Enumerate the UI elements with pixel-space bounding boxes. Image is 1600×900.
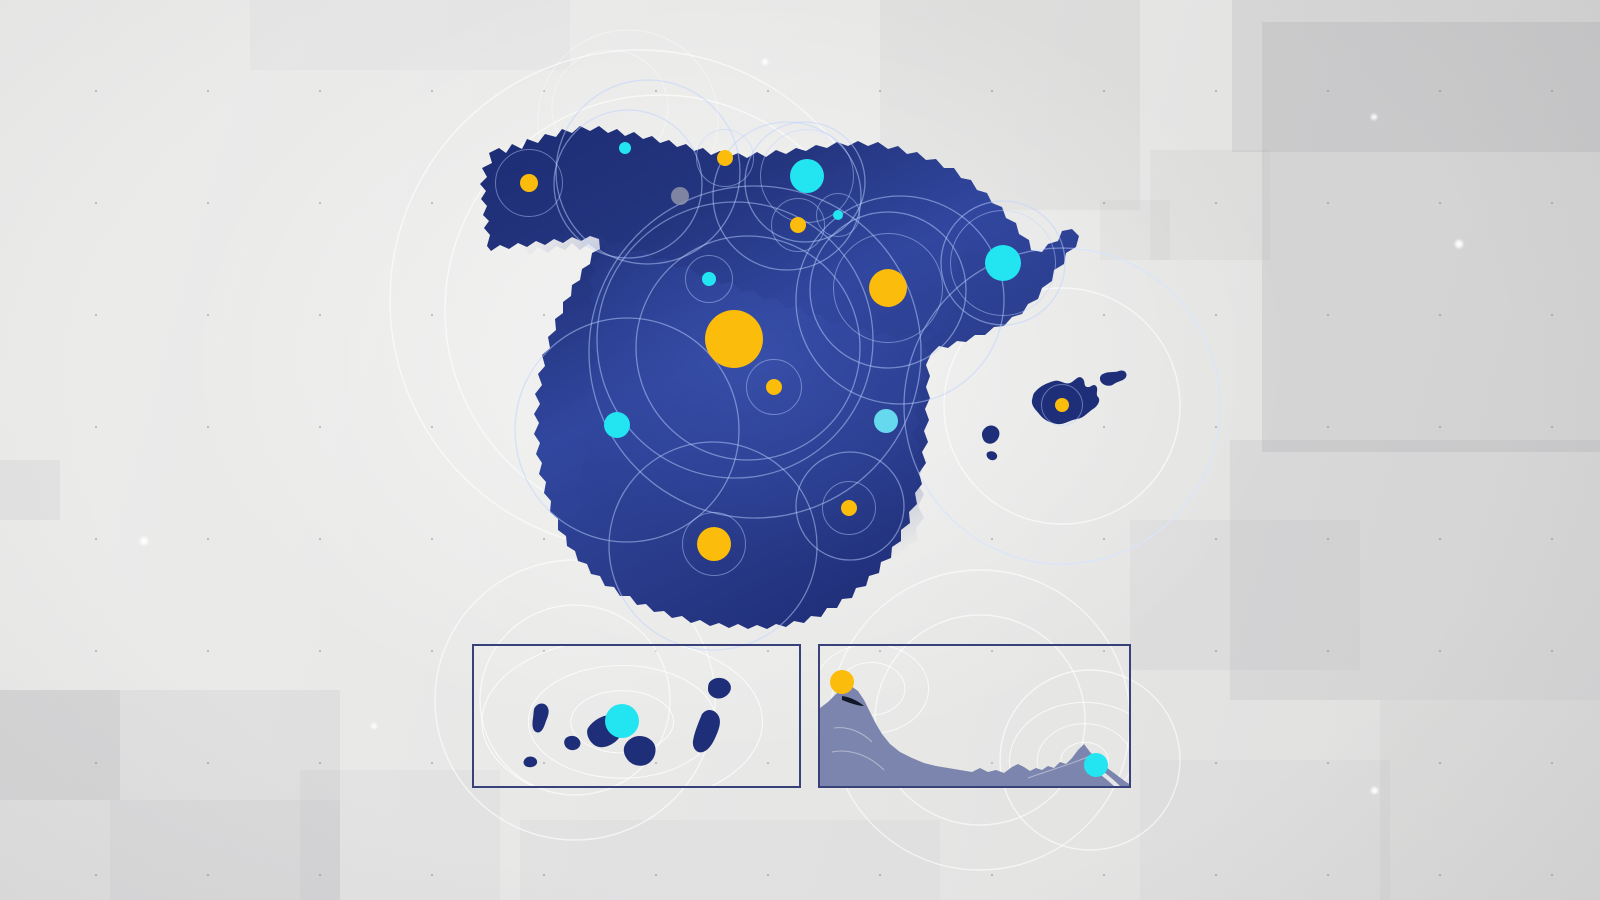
marker-ring-cantabria bbox=[696, 129, 754, 187]
map-marker-andalucia[interactable] bbox=[697, 527, 731, 561]
panel-marker-ceuta[interactable] bbox=[830, 670, 854, 694]
map-halo-ring bbox=[903, 247, 1221, 565]
bg-soft-dot bbox=[371, 723, 377, 729]
bg-soft-dot bbox=[1371, 787, 1378, 794]
marker-ring-aragon bbox=[833, 233, 943, 343]
map-marker-extremadura[interactable] bbox=[604, 412, 630, 438]
map-marker-castilla-leon[interactable] bbox=[671, 187, 689, 205]
marker-ring-andalucia bbox=[682, 512, 746, 576]
map-marker-valencia[interactable] bbox=[874, 409, 898, 433]
map-marker-baleares[interactable] bbox=[1055, 398, 1069, 412]
formentera-shape bbox=[986, 451, 998, 461]
la-gomera-shape bbox=[564, 735, 581, 751]
map-marker-la-rioja[interactable] bbox=[790, 217, 806, 233]
lanzarote-shape bbox=[708, 677, 731, 699]
marker-ring-valladolid bbox=[685, 255, 733, 303]
map-marker-castilla-mancha[interactable] bbox=[766, 379, 782, 395]
bg-soft-dot bbox=[1455, 240, 1463, 248]
panel-canarias[interactable] bbox=[472, 644, 801, 788]
bg-soft-dot bbox=[762, 59, 768, 65]
terrain-silhouette bbox=[820, 686, 1129, 786]
map-marker-pais-vasco[interactable] bbox=[790, 159, 824, 193]
map-marker-asturias[interactable] bbox=[619, 142, 631, 154]
marker-ring-cataluna bbox=[950, 210, 1056, 316]
bg-soft-dot bbox=[140, 537, 148, 545]
gran-canaria-shape bbox=[623, 735, 656, 766]
bg-soft-dot bbox=[1371, 114, 1377, 120]
map-marker-galicia[interactable] bbox=[520, 174, 538, 192]
map-marker-madrid[interactable] bbox=[705, 310, 763, 368]
map-halo-ring bbox=[635, 235, 861, 461]
marker-ring-navarra bbox=[816, 193, 860, 237]
la-palma-shape bbox=[532, 703, 549, 733]
ibiza-shape bbox=[981, 425, 1000, 444]
map-marker-aragon[interactable] bbox=[869, 269, 907, 307]
map-marker-cantabria[interactable] bbox=[717, 150, 733, 166]
map-halo-ring bbox=[514, 317, 740, 543]
ceuta-pointer bbox=[842, 696, 864, 706]
map-marker-cataluna[interactable] bbox=[985, 245, 1021, 281]
panel-marker-melilla[interactable] bbox=[1084, 753, 1108, 777]
panel-ceuta-melilla[interactable] bbox=[818, 644, 1131, 788]
map-halo-ring bbox=[588, 185, 922, 519]
marker-ring-castilla-mancha bbox=[746, 359, 802, 415]
marker-ring-murcia bbox=[822, 481, 876, 535]
menorca-shape bbox=[1099, 370, 1127, 386]
canarias-marker-layer[interactable] bbox=[474, 646, 799, 786]
fuerteventura-shape bbox=[692, 709, 720, 753]
map-marker-navarra[interactable] bbox=[833, 210, 843, 220]
ceuta-marker-layer[interactable] bbox=[820, 646, 1129, 786]
map-halo-ring bbox=[608, 441, 818, 651]
marker-ring-baleares bbox=[1041, 384, 1083, 426]
panel-marker-gran-canaria[interactable] bbox=[605, 704, 639, 738]
map-halo-ring bbox=[712, 121, 862, 271]
map-marker-valladolid[interactable] bbox=[702, 272, 716, 286]
el-hierro-shape bbox=[523, 756, 538, 768]
map-halo-ring bbox=[940, 200, 1066, 326]
map-halo-ring bbox=[795, 451, 905, 561]
marker-ring-galicia bbox=[495, 149, 563, 217]
canarias-rings bbox=[481, 646, 763, 786]
map-marker-murcia[interactable] bbox=[841, 500, 857, 516]
